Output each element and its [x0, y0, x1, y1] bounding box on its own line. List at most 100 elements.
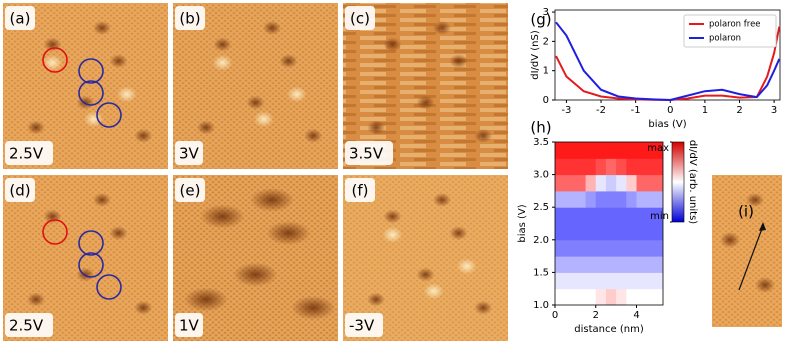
- x-tick-label: -1: [631, 105, 641, 116]
- heatmap-cell: [616, 207, 627, 224]
- bright-spot: [116, 86, 137, 103]
- marker-circle: [96, 274, 122, 300]
- heatmap-cell: [575, 207, 587, 224]
- heatmap-cell: [605, 190, 617, 208]
- heatmap-cell: [555, 272, 566, 290]
- heatmap-cell: [575, 190, 587, 208]
- panel-label: (c): [350, 10, 370, 28]
- heatmap-cell: [555, 256, 566, 273]
- heatmap-cell: [595, 239, 607, 257]
- chart: -3 -2 -1 0 1 2 3 0 1 2 3 polaron free polaron bias (V…: [530, 7, 781, 130]
- heatmap-cell: [636, 239, 648, 257]
- heatmap-cell: [575, 272, 587, 290]
- panel-label: (g): [530, 11, 551, 29]
- y-tick-label: 2: [543, 36, 549, 47]
- heatmap-cell: [575, 239, 587, 257]
- panel-caption: 2.5V: [9, 145, 44, 163]
- heatmap-cell: [626, 272, 638, 290]
- panel-label: (f): [352, 182, 369, 200]
- heatmap-cell: [555, 142, 566, 159]
- heatmap-cell: [555, 207, 566, 224]
- heatmap-cell: [646, 256, 658, 273]
- bright-spot: [286, 86, 307, 103]
- label-box: [345, 141, 393, 165]
- heatmap-cell: [626, 223, 638, 241]
- dark-spot: [134, 128, 153, 143]
- chart: 0 2 4 1.0 1.5 2.0 2.5 3.0 3.5 distance (nm) bias (…: [517, 119, 698, 336]
- x-tick-label: 0: [552, 310, 558, 321]
- stm-panels: (a) 2.5V (b) 3V (c) 3.5V (d) 2.5V (e) 1V (f) -3V: [3, 3, 508, 341]
- heatmap-cell: [585, 256, 597, 273]
- x-tick-label: 1: [702, 105, 708, 116]
- heatmap-cell: [656, 158, 663, 176]
- y-tick-label: 1: [543, 66, 549, 77]
- heatmap-cell: [616, 223, 627, 241]
- heatmap-cell: [646, 158, 658, 176]
- heatmap-cell: [626, 190, 638, 208]
- marker-circle: [78, 252, 104, 278]
- heatmap-cell: [565, 190, 576, 208]
- line-series: [555, 21, 781, 102]
- heatmap-cell: [555, 190, 566, 208]
- dark-spot: [109, 54, 128, 69]
- dark-spot: [433, 20, 451, 35]
- dark-spot: [134, 300, 153, 315]
- label-box: [5, 141, 53, 165]
- stm-panel-i: (i): [712, 175, 782, 327]
- y-tick-label: 2.5: [533, 202, 549, 213]
- heatmap-cell: [595, 207, 607, 224]
- heatmap-cell: [636, 174, 648, 192]
- heatmap-cell: [605, 207, 617, 224]
- marker-circle: [42, 47, 68, 73]
- dark-spot: [263, 20, 281, 35]
- heatmap-cell: [656, 239, 663, 257]
- heatmap-cell: [636, 223, 648, 241]
- dark-spot: [449, 226, 468, 241]
- stm-panel: (b) 3V: [173, 3, 338, 169]
- heatmap-cell: [565, 239, 576, 257]
- stm-panel: (c) 3.5V: [343, 3, 508, 169]
- heatmap-cell: [646, 272, 658, 290]
- heatmap-cell: [656, 272, 663, 290]
- heatmap-cell: [646, 174, 658, 192]
- x-axis-label: distance (nm): [574, 324, 644, 335]
- dark-spot: [246, 95, 265, 110]
- y-axis-label: dI/dV (nS): [530, 30, 541, 80]
- marker-circle: [42, 219, 68, 245]
- label-box: [5, 6, 35, 30]
- panel-caption: 3.5V: [349, 145, 384, 163]
- heatmap-cell: [626, 142, 638, 159]
- heatmap-cell: [616, 158, 627, 176]
- heatmap-cell: [585, 288, 597, 305]
- heatmap-cell: [575, 256, 587, 273]
- label-box: [5, 178, 35, 202]
- heatmap-cell: [616, 288, 627, 305]
- panel-caption: -3V: [349, 317, 375, 335]
- y-tick-label: 2.0: [533, 235, 549, 246]
- heatmap-cell: [565, 158, 576, 176]
- bright-spot: [212, 54, 233, 71]
- heatmap-cell: [595, 223, 607, 241]
- dark-spot: [755, 277, 775, 293]
- heatmap-cell: [626, 256, 638, 273]
- heatmap-cell: [636, 207, 648, 224]
- heatmap-cell: [605, 142, 617, 159]
- heatmap-cell: [555, 174, 566, 192]
- heatmap-cell: [626, 239, 638, 257]
- line-series: [555, 26, 781, 102]
- heatmap-cell: [585, 239, 597, 257]
- colorbar-tick-label: min: [650, 211, 669, 222]
- heatmap-cell: [595, 256, 607, 273]
- dark-spot: [200, 204, 245, 229]
- dark-spot: [746, 193, 764, 207]
- heatmap-cell: [565, 174, 576, 192]
- heatmap-cell: [656, 207, 663, 224]
- label-box: [175, 141, 203, 165]
- dark-spot: [93, 20, 111, 35]
- heatmap-cell: [605, 158, 617, 176]
- heatmap-cell: [656, 256, 663, 273]
- heatmap-cells: [555, 142, 663, 305]
- heatmap-cell: [565, 272, 576, 290]
- heatmap-cell: [605, 223, 617, 241]
